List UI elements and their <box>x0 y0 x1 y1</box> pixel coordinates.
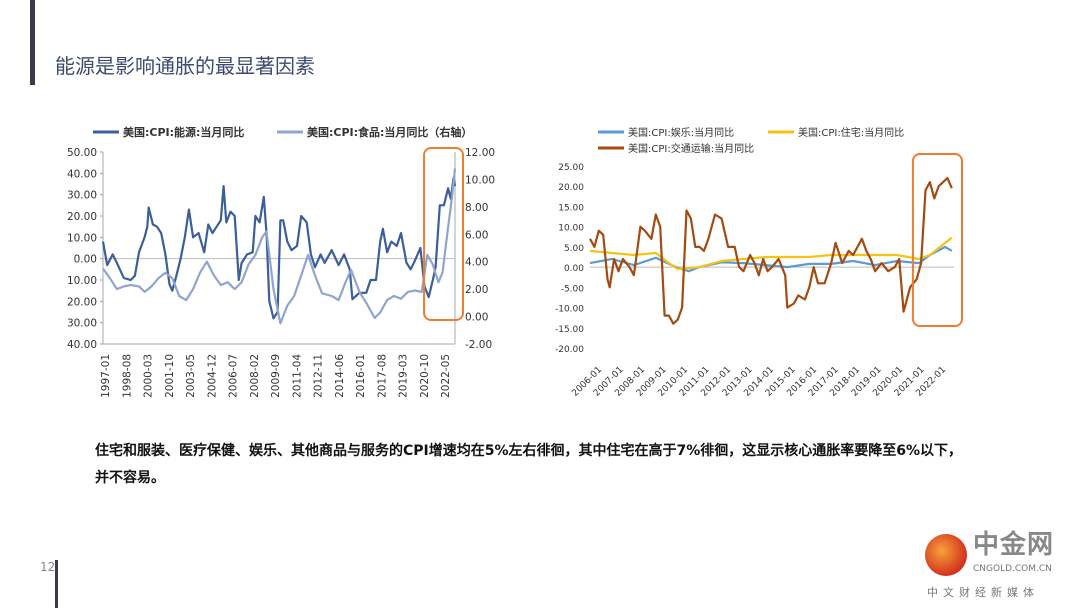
legend-label: 美国:CPI:食品:当月同比（右轴） <box>307 125 472 139</box>
series-line-2 <box>589 236 953 271</box>
x-tick-label: 2000-03 <box>143 354 155 398</box>
logo-tagline: 中文财经新媒体 <box>927 586 1039 599</box>
legend-label: 美国:CPI:能源:当月同比 <box>123 125 244 139</box>
body-text: 住宅和服装、医疗保健、娱乐、其他商品与服务的CPI增速均在5%左右徘徊，其中住宅… <box>95 443 963 486</box>
x-tick-label: 2022-05 <box>440 354 452 398</box>
highlight-box <box>423 147 464 321</box>
legend-label: 美国:CPI:交通运输:当月同比 <box>628 142 754 155</box>
x-tick-label: 2017-08 <box>376 354 388 398</box>
y2-tick-label: 0.00 <box>465 312 488 324</box>
y-tick-label: 25.00 <box>558 163 584 173</box>
y2-tick-label: 2.00 <box>465 284 488 296</box>
x-tick-label: 2014-06 <box>334 354 346 398</box>
y-tick-label: 15.00 <box>558 203 584 213</box>
y-tick-label: 5.00 <box>564 244 584 254</box>
legend-label: 美国:CPI:娱乐:当月同比 <box>628 126 734 139</box>
x-tick-label: 2011-04 <box>291 354 303 398</box>
y2-tick-label: 8.00 <box>465 202 488 214</box>
series-line-2 <box>102 168 457 325</box>
x-tick-label: 2003-05 <box>185 354 197 398</box>
legend-label: 美国:CPI:住宅:当月同比 <box>798 126 904 139</box>
y-tick-label: -5.00 <box>561 284 585 294</box>
y-tick-label: 40.00 <box>67 168 97 180</box>
x-tick-label: 1998-08 <box>121 354 133 398</box>
y2-tick-label: 10.00 <box>465 174 495 186</box>
x-tick-label: 2001-10 <box>164 354 176 398</box>
y-tick-label: 0.00 <box>74 254 97 266</box>
logo-url: CNGOLD.COM.CN <box>973 564 1052 574</box>
y-tick-label: 20.00 <box>67 211 97 223</box>
page-number: 12 <box>40 560 56 574</box>
y2-tick-label: 4.00 <box>465 257 488 269</box>
y2-tick-label: -2.00 <box>465 339 492 351</box>
y-tick-label: 50.00 <box>67 147 97 159</box>
logo: 中金网 CNGOLD.COM.CN 中文财经新媒体 <box>915 530 1080 608</box>
y-tick-label: 30.00 <box>67 190 97 202</box>
highlight-box <box>911 153 963 327</box>
y-tick-label: 30.00 <box>67 318 97 330</box>
accent-bar-bottom <box>55 560 58 608</box>
logo-name: 中金网 <box>973 530 1055 560</box>
y-tick-label: -10.00 <box>555 305 584 315</box>
series-line-3 <box>589 176 953 325</box>
series-line-1 <box>589 245 953 273</box>
y-tick-label: 40.00 <box>67 339 97 351</box>
y-tick-label: 20.00 <box>67 296 97 308</box>
y-tick-label: 10.00 <box>67 275 97 287</box>
y-tick-label: -20.00 <box>555 345 584 355</box>
y-tick-label: 10.00 <box>558 224 584 234</box>
x-tick-label: 2020-10 <box>419 354 431 398</box>
x-tick-label: 2004-12 <box>206 354 218 398</box>
x-tick-label: 2019-03 <box>398 354 410 398</box>
logo-icon <box>925 534 967 576</box>
y-tick-label: 10.00 <box>67 232 97 244</box>
page-title: 能源是影响通胀的最显著因素 <box>55 54 315 78</box>
y2-tick-label: 12.00 <box>465 147 495 159</box>
x-tick-label: 2008-02 <box>249 354 261 398</box>
y-tick-label: -15.00 <box>555 325 584 335</box>
recreation-housing-transport-cpi-chart: 25.00 20.00 15.00 10.00 5.00 0.00 -5.00 -10.00 -… <box>555 126 963 399</box>
x-tick-label: 2009-09 <box>270 354 282 398</box>
accent-bar <box>30 0 35 85</box>
x-tick-label: 1997-01 <box>100 354 112 398</box>
series-line-1 <box>101 176 457 320</box>
x-tick-label: 2012-11 <box>313 354 325 398</box>
x-tick-label: 2016-01 <box>355 354 367 398</box>
y2-tick-label: 6.00 <box>465 229 488 241</box>
y-tick-label: 0.00 <box>564 264 584 274</box>
energy-food-cpi-chart: 50.00 40.00 30.00 20.00 10.00 0.00 10.00 20.00 3… <box>67 125 495 398</box>
x-tick-label: 2006-07 <box>228 354 240 398</box>
y-tick-label: 20.00 <box>558 183 584 193</box>
